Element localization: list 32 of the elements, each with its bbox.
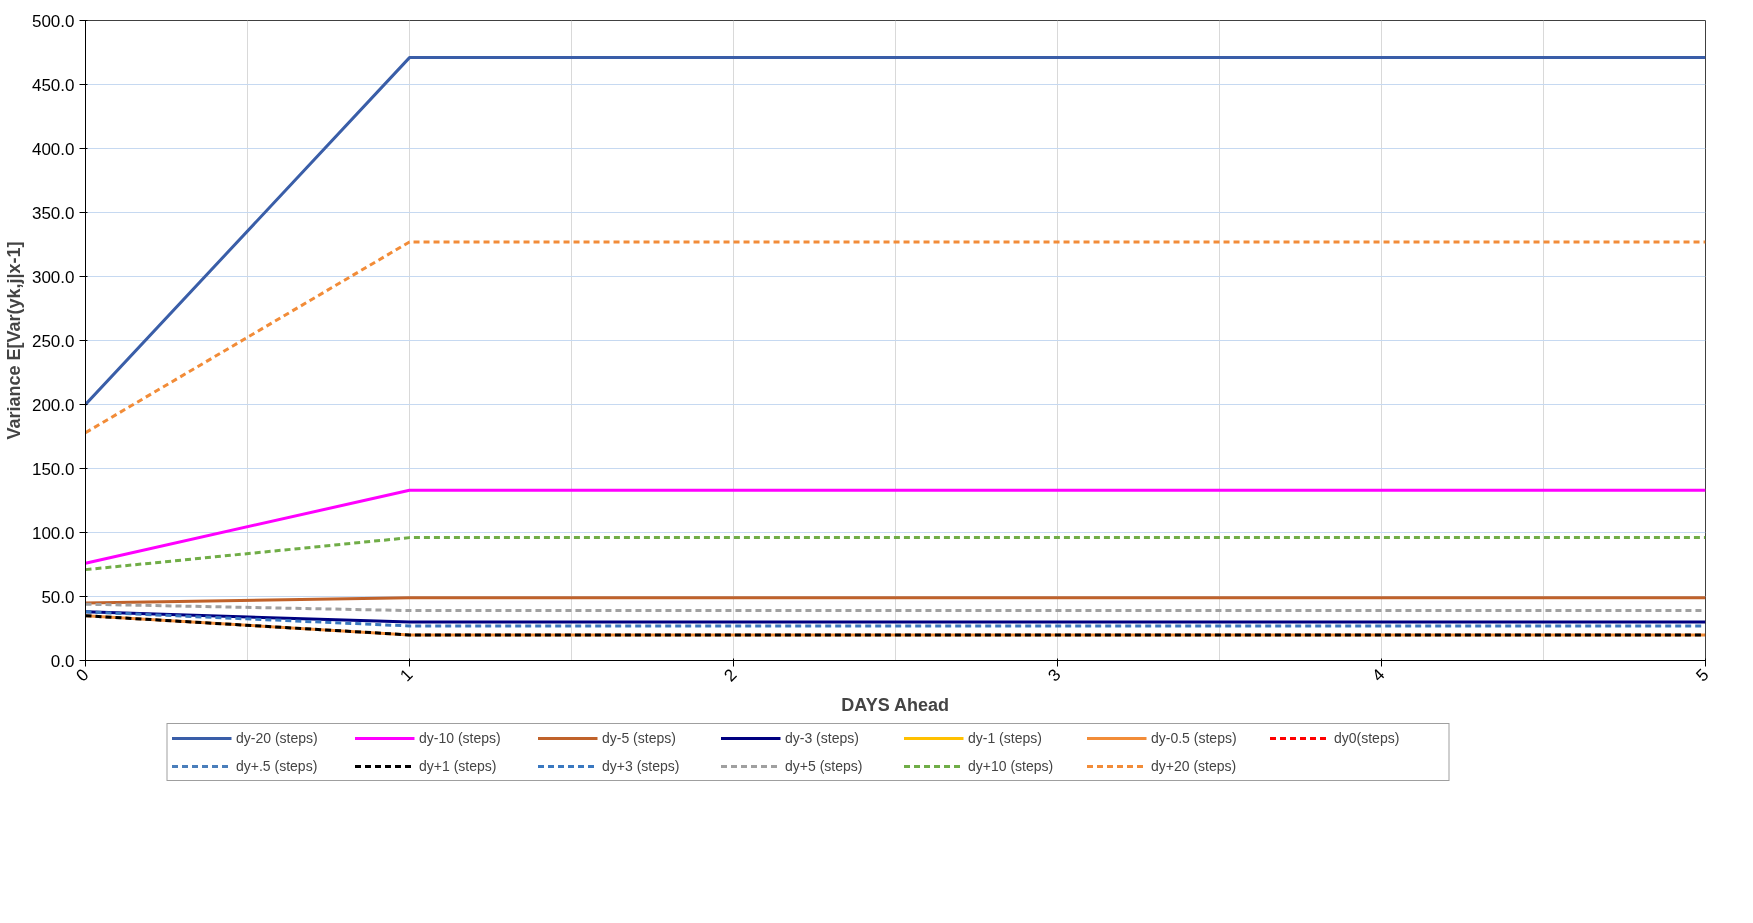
y-tick-label: 100.0	[31, 523, 75, 543]
x-tick-label: 2	[720, 665, 741, 686]
y-tick-label: 450.0	[31, 75, 75, 95]
y-tick-label: 400.0	[31, 139, 75, 159]
y-tick-label: 350.0	[31, 203, 75, 223]
y-tick-label: 200.0	[31, 395, 75, 415]
x-axis-title: DAYS Ahead	[841, 694, 950, 715]
y-tick-label: 0.0	[50, 651, 75, 671]
legend-label: dy-20 (steps)	[236, 730, 319, 746]
y-tick-label: 500.0	[31, 11, 75, 31]
legend-label: dy-10 (steps)	[419, 730, 502, 746]
legend-label: dy+3 (steps)	[602, 758, 681, 774]
legend-label: dy-3 (steps)	[785, 730, 860, 746]
legend-label: dy+10 (steps)	[968, 758, 1055, 774]
y-axis-title: Variance E[Var(yk,j|x-1]	[3, 241, 24, 440]
legend-label: dy+20 (steps)	[1151, 758, 1238, 774]
legend-label: dy+.5 (steps)	[236, 758, 319, 774]
legend-label: dy+5 (steps)	[785, 758, 864, 774]
legend-label: dy-5 (steps)	[602, 730, 677, 746]
x-tick-label: 0	[72, 665, 93, 686]
y-tick-label: 300.0	[31, 267, 75, 287]
legend-label: dy-0.5 (steps)	[1151, 730, 1238, 746]
x-tick-label: 4	[1368, 665, 1389, 686]
x-tick-label: 1	[396, 665, 417, 686]
y-tick-label: 50.0	[41, 587, 75, 607]
legend-label: dy-1 (steps)	[968, 730, 1043, 746]
legend-label: dy+1 (steps)	[419, 758, 498, 774]
x-tick-label: 5	[1692, 665, 1713, 686]
y-tick-label: 150.0	[31, 459, 75, 479]
y-tick-label: 250.0	[31, 331, 75, 351]
x-tick-label: 3	[1044, 665, 1065, 686]
legend-label: dy0(steps)	[1334, 730, 1401, 746]
